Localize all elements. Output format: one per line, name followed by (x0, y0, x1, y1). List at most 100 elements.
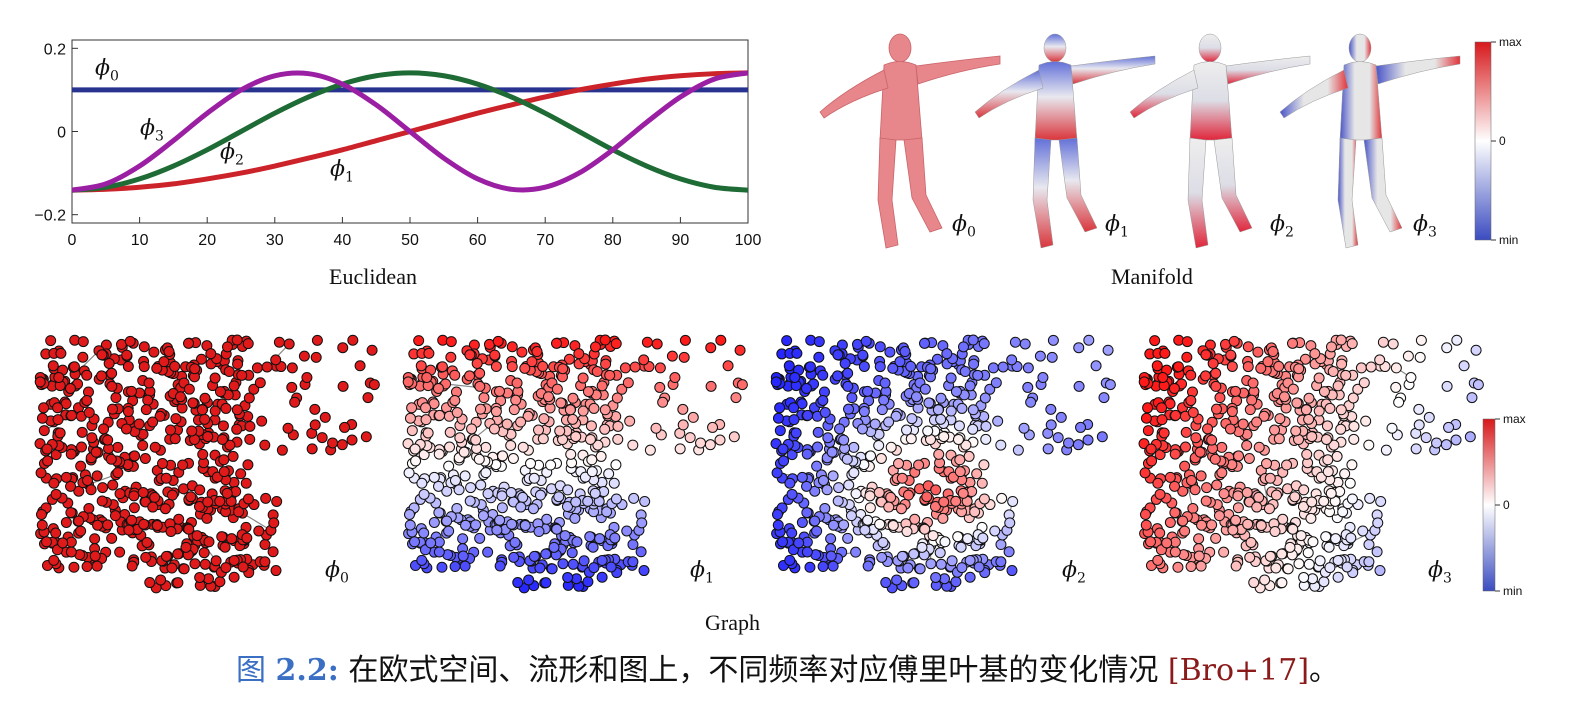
graph-node (1420, 432, 1432, 444)
graph-node (582, 576, 594, 588)
graph-node (271, 495, 283, 507)
graph-node (894, 356, 906, 368)
graph-node (444, 441, 456, 453)
graph-node (714, 434, 726, 446)
graph-node (1262, 356, 1274, 368)
graph-node (1305, 512, 1317, 524)
graph-node (971, 468, 983, 480)
graph-node (960, 439, 972, 451)
graph-node (489, 349, 501, 361)
graph-node (925, 363, 937, 375)
graph-node (883, 501, 895, 513)
graph-node (1290, 425, 1302, 437)
graph-node (231, 334, 243, 346)
graph-node (540, 577, 552, 589)
graph-node (85, 484, 97, 496)
graph-node (244, 433, 256, 445)
graph-node (1451, 334, 1463, 346)
graph-node (107, 403, 119, 415)
graph-node (148, 346, 160, 358)
graph-node (1090, 360, 1102, 372)
graph-node (954, 466, 966, 478)
graph-node (368, 379, 380, 391)
graph-node (519, 519, 531, 531)
graph-node (1194, 446, 1206, 458)
graph-node (939, 573, 951, 585)
graph-node (832, 349, 844, 361)
graph-node (874, 518, 886, 530)
graph-node (1277, 513, 1289, 525)
caption-reference-link[interactable]: [Bro+17] (1167, 653, 1310, 688)
graph-node (420, 402, 432, 414)
graph-node (155, 574, 167, 586)
graph-node (306, 443, 318, 455)
graph-node (309, 419, 321, 431)
graph-node (508, 551, 520, 563)
graph-node (557, 558, 569, 570)
graph-node (534, 489, 546, 501)
graph-node (964, 380, 976, 392)
graph-node (1300, 404, 1312, 416)
graph-node (945, 372, 957, 384)
graph-node (638, 354, 650, 366)
graph-node (822, 432, 834, 444)
graph-node (669, 372, 681, 384)
graph-node (1241, 487, 1253, 499)
graph-node (1402, 350, 1414, 362)
graph-node (214, 576, 226, 588)
graph-node (187, 397, 199, 409)
graph-node (1003, 546, 1015, 558)
graph-node (220, 562, 232, 574)
graph-node (828, 519, 840, 531)
graph-node (402, 376, 414, 388)
graph-node (34, 376, 46, 388)
graph-node (1006, 565, 1018, 577)
graph-node (962, 533, 974, 545)
graph-node (1297, 501, 1309, 513)
graph-node (599, 423, 611, 435)
graph-node (784, 477, 796, 489)
graph-node (533, 424, 545, 436)
graph-node (570, 496, 582, 508)
graph-node (92, 519, 104, 531)
graph-node (978, 338, 990, 350)
graph-node (1042, 443, 1054, 455)
graph-panel-phi1 (402, 334, 748, 594)
graph-node (60, 471, 72, 483)
graph-node (856, 423, 868, 435)
graph-node (1303, 413, 1315, 425)
graph-node (55, 347, 67, 359)
graph-node (1321, 420, 1333, 432)
manifold-colorbar-zero: 0 (1499, 134, 1506, 148)
graph-node (1470, 344, 1482, 356)
graph-node (1374, 354, 1386, 366)
graph-node (804, 561, 816, 573)
graph-node (777, 536, 789, 548)
graph-node (1313, 372, 1325, 384)
graph-node (561, 501, 573, 513)
graph-node (475, 479, 487, 491)
manifold-phi0-label: ϕ0 (952, 212, 976, 241)
graph-node (494, 560, 506, 572)
graph-node (990, 377, 1002, 389)
graph-node (545, 459, 557, 471)
euclidean-phi0-label: ϕ0 (95, 56, 119, 85)
graph-panel-phi0 (34, 334, 380, 594)
graph-node (1025, 396, 1037, 408)
graph-node (90, 446, 102, 458)
graph-node (52, 402, 64, 414)
graph-node (1302, 547, 1314, 559)
graph-node (786, 527, 798, 539)
graph-node (273, 336, 285, 348)
graph-node (523, 574, 535, 586)
graph-node (1375, 495, 1387, 507)
graph-node (451, 407, 463, 419)
graph-node (475, 403, 487, 415)
graph-node (237, 561, 249, 573)
graph-node (921, 491, 933, 503)
graph-node (1082, 434, 1094, 446)
graph-node (1270, 562, 1282, 574)
graph-node (843, 403, 855, 415)
graph-node (165, 526, 177, 538)
graph-node (1145, 536, 1157, 548)
